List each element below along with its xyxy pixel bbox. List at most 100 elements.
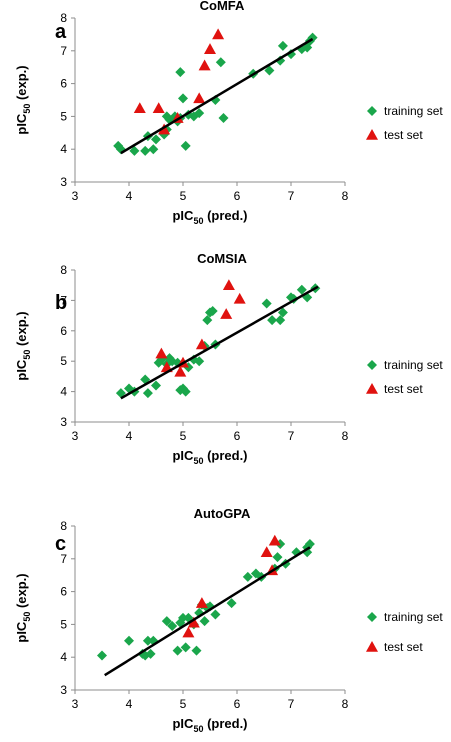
y-axis-label: pIC50 (exp.) — [14, 65, 32, 134]
legend-label: test set — [384, 128, 423, 142]
y-tick-label: 7 — [60, 552, 67, 566]
x-tick-label: 3 — [72, 697, 79, 711]
regression-line — [120, 285, 319, 400]
x-tick-label: 5 — [180, 697, 187, 711]
training-point — [296, 284, 307, 295]
training-point — [124, 635, 134, 646]
training-point — [180, 386, 191, 397]
training-point — [178, 93, 188, 104]
training-point — [142, 635, 153, 646]
chart-title: CoMFA — [200, 0, 245, 13]
x-tick-label: 6 — [234, 429, 241, 443]
training-point — [264, 65, 275, 76]
training-point — [218, 113, 229, 124]
training-point — [277, 307, 288, 318]
x-tick-label: 4 — [126, 189, 133, 203]
legend-diamond-icon — [367, 106, 377, 116]
test-point — [152, 102, 165, 113]
test-point — [182, 626, 195, 638]
legend-diamond-icon — [367, 360, 377, 370]
test-point — [222, 279, 235, 290]
training-point — [194, 356, 205, 367]
test-point — [195, 597, 208, 608]
panel-letter: b — [55, 292, 67, 314]
panel-letter: c — [55, 533, 66, 555]
training-point — [215, 57, 226, 68]
test-point — [233, 292, 246, 304]
legend: training set test set — [366, 358, 443, 396]
legend-label: test set — [384, 640, 423, 654]
test-point — [212, 28, 225, 40]
x-tick-label: 5 — [180, 189, 187, 203]
y-tick-label: 3 — [60, 683, 67, 697]
x-tick-label: 3 — [72, 189, 79, 203]
chart-panel-c: AutoGPA c 3 4 5 6 7 8 3 4 5 6 7 8 pIC50 (pred.) pIC50 (… — [14, 506, 443, 734]
training-point — [180, 642, 191, 653]
test-point — [195, 338, 208, 350]
x-tick-label: 7 — [288, 189, 295, 203]
legend-label: training set — [384, 104, 443, 118]
training-point — [145, 648, 156, 659]
legend: training set test set — [366, 104, 443, 142]
legend-label: test set — [384, 382, 423, 396]
training-point — [167, 621, 178, 632]
legend-triangle-icon — [366, 129, 378, 140]
x-tick-label: 4 — [126, 429, 133, 443]
training-point — [140, 145, 151, 156]
y-tick-label: 5 — [60, 354, 67, 368]
x-tick-label: 3 — [72, 429, 79, 443]
legend-triangle-icon — [366, 383, 378, 394]
x-tick-label: 7 — [288, 697, 295, 711]
test-point — [155, 347, 168, 359]
test-point — [187, 616, 200, 628]
chart-panel-a: CoMFA a 3 4 5 6 7 8 3 4 5 6 7 8 pIC50 (pred.) pIC50 (ex… — [14, 0, 443, 226]
y-tick-label: 4 — [60, 142, 67, 156]
test-point — [198, 59, 211, 71]
x-tick-label: 4 — [126, 697, 133, 711]
test-point — [193, 92, 206, 104]
training-point — [191, 645, 202, 656]
y-tick-label: 3 — [60, 175, 67, 189]
test-point — [204, 43, 216, 54]
x-tick-label: 8 — [342, 189, 349, 203]
y-tick-label: 6 — [60, 585, 67, 599]
test-point — [220, 308, 233, 319]
y-tick-label: 7 — [60, 293, 67, 307]
training-point — [226, 598, 237, 609]
y-tick-label: 6 — [60, 324, 67, 338]
training-point — [97, 650, 107, 661]
training-point — [175, 67, 186, 78]
training-point — [277, 40, 288, 51]
training-point — [151, 380, 161, 391]
training-point — [261, 298, 272, 309]
x-tick-label: 6 — [234, 697, 241, 711]
training-point — [272, 552, 283, 563]
training-point — [275, 315, 286, 326]
regression-line — [120, 37, 314, 155]
training-point — [267, 315, 278, 326]
x-tick-label: 7 — [288, 429, 295, 443]
y-tick-label: 8 — [60, 11, 67, 25]
training-point — [199, 616, 210, 627]
test-point — [268, 534, 281, 546]
y-axis-label: pIC50 (exp.) — [14, 573, 32, 642]
training-point — [148, 144, 159, 155]
training-point — [242, 571, 253, 582]
y-tick-label: 4 — [60, 650, 67, 664]
regression-line — [104, 546, 311, 677]
chart-panel-b: CoMSIA b 3 4 5 6 7 8 3 4 5 6 7 8 pIC50 (pred.) pIC50 (e… — [14, 251, 443, 466]
training-point — [180, 140, 191, 151]
x-tick-label: 5 — [180, 429, 187, 443]
panel-letter: a — [55, 21, 67, 43]
training-point — [129, 145, 140, 156]
y-tick-label: 3 — [60, 415, 67, 429]
legend-label: training set — [384, 610, 443, 624]
training-point — [151, 134, 161, 145]
y-tick-label: 5 — [60, 109, 67, 123]
test-point — [174, 365, 187, 377]
test-point — [158, 123, 171, 135]
training-point — [172, 645, 183, 656]
legend-triangle-icon — [366, 641, 378, 652]
chart-title: AutoGPA — [194, 506, 251, 521]
